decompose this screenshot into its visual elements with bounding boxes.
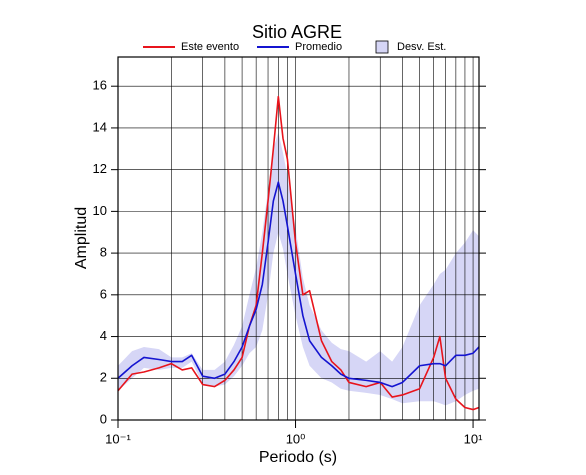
y-tick-label: 2 xyxy=(100,370,107,385)
legend-label: Este evento xyxy=(181,41,239,53)
legend-swatch xyxy=(375,40,389,54)
x-tick-label: 10⁰ xyxy=(286,431,306,446)
x-axis-label: Periodo (s) xyxy=(259,449,337,466)
chart-title: Sitio AGRE xyxy=(252,22,342,42)
y-tick-label: 10 xyxy=(93,203,107,218)
axis-layer: 10⁻¹ 10⁰ 10¹ 0 2 4 6 8 10 12 14 16 xyxy=(93,56,486,446)
y-axis-label: Amplitud xyxy=(73,207,90,269)
x-tick-label: 10⁻¹ xyxy=(105,431,131,446)
y-tick-label: 0 xyxy=(100,411,107,426)
y-tick-label: 14 xyxy=(93,119,107,134)
series-line xyxy=(117,95,480,411)
y-tick-label: 12 xyxy=(93,161,107,176)
legend-label: Desv. Est. xyxy=(397,41,446,53)
legend-label: Promedio xyxy=(295,41,342,53)
plot-frame xyxy=(117,56,480,421)
series-line xyxy=(117,181,480,388)
y-tick-label: 16 xyxy=(93,78,107,93)
y-tick-label: 8 xyxy=(100,245,107,260)
line-layer xyxy=(117,95,480,411)
y-tick-label: 4 xyxy=(100,328,107,343)
x-tick-label: 10¹ xyxy=(464,431,483,446)
y-tick-label: 6 xyxy=(100,286,107,301)
